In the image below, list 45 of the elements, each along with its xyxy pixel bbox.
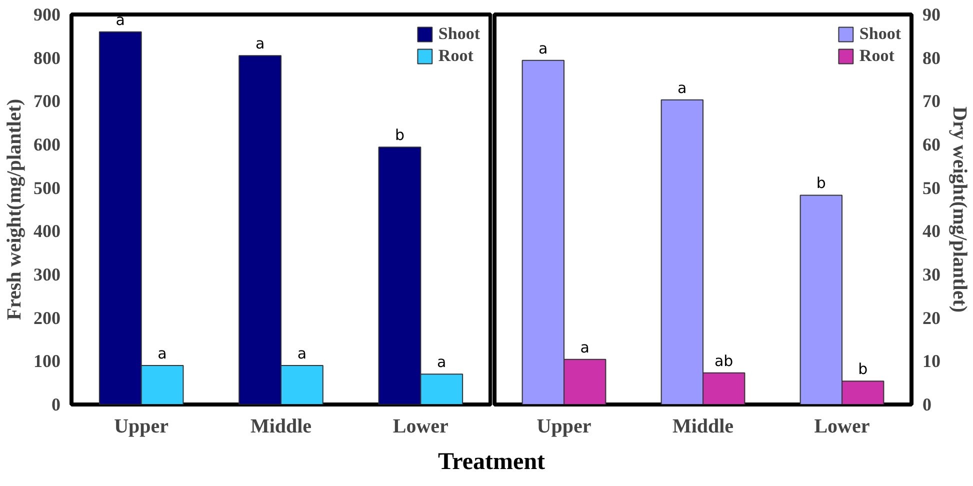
x-tick-label: Upper [536,416,592,438]
annotation: a [116,10,125,29]
y-tick-label: 10 [922,351,940,372]
legend-label: Root [859,46,894,66]
annotation: a [255,34,265,53]
y-tick-label: 400 [34,221,60,242]
annotation: a [437,353,446,372]
x-tick-label: Upper [114,416,169,438]
x-tick-label: Lower [392,416,449,438]
y-tick-label: 600 [34,134,60,154]
annotation: b [816,174,826,192]
x-tick-label: Middle [672,416,734,438]
y-tick-label: 30 [922,264,940,284]
x-tick-label: Lower [814,416,870,438]
y-tick-label: 80 [922,48,940,68]
y-axis-title: Dry weight(mg/plantlet) [948,106,970,313]
y-tick-label: 900 [34,4,60,24]
y-tick-label: 70 [922,91,940,112]
y-tick-label: 90 [922,4,940,24]
y-tick-label: 20 [922,308,940,328]
legend-label: Shoot [859,24,901,44]
annotation: a [158,344,167,362]
x-axis-title: Treatment [436,448,546,477]
y-tick-label: 100 [34,351,60,372]
annotation: b [394,126,404,144]
annotation: a [297,344,307,362]
x-tick-label: Middle [250,416,312,438]
y-tick-label: 800 [34,48,60,68]
annotation: a [678,78,687,97]
y-tick-label: 50 [922,178,940,198]
y-axis-title: Fresh weight(mg/plantlet) [4,98,26,320]
y-tick-label: 40 [922,221,940,242]
annotation: a [538,39,548,58]
y-tick-label: 300 [34,264,60,284]
legend-label: Root [438,46,474,66]
legend-label: Shoot [438,24,480,44]
y-tick-label: 0 [922,394,932,414]
y-tick-label: 200 [34,308,60,328]
annotation: ab [714,352,734,370]
y-tick-label: 60 [922,134,940,154]
annotation: b [858,360,868,378]
y-tick-label: 500 [34,178,60,198]
y-tick-label: 0 [52,394,60,414]
annotation: a [580,338,590,356]
y-tick-label: 700 [34,91,60,112]
